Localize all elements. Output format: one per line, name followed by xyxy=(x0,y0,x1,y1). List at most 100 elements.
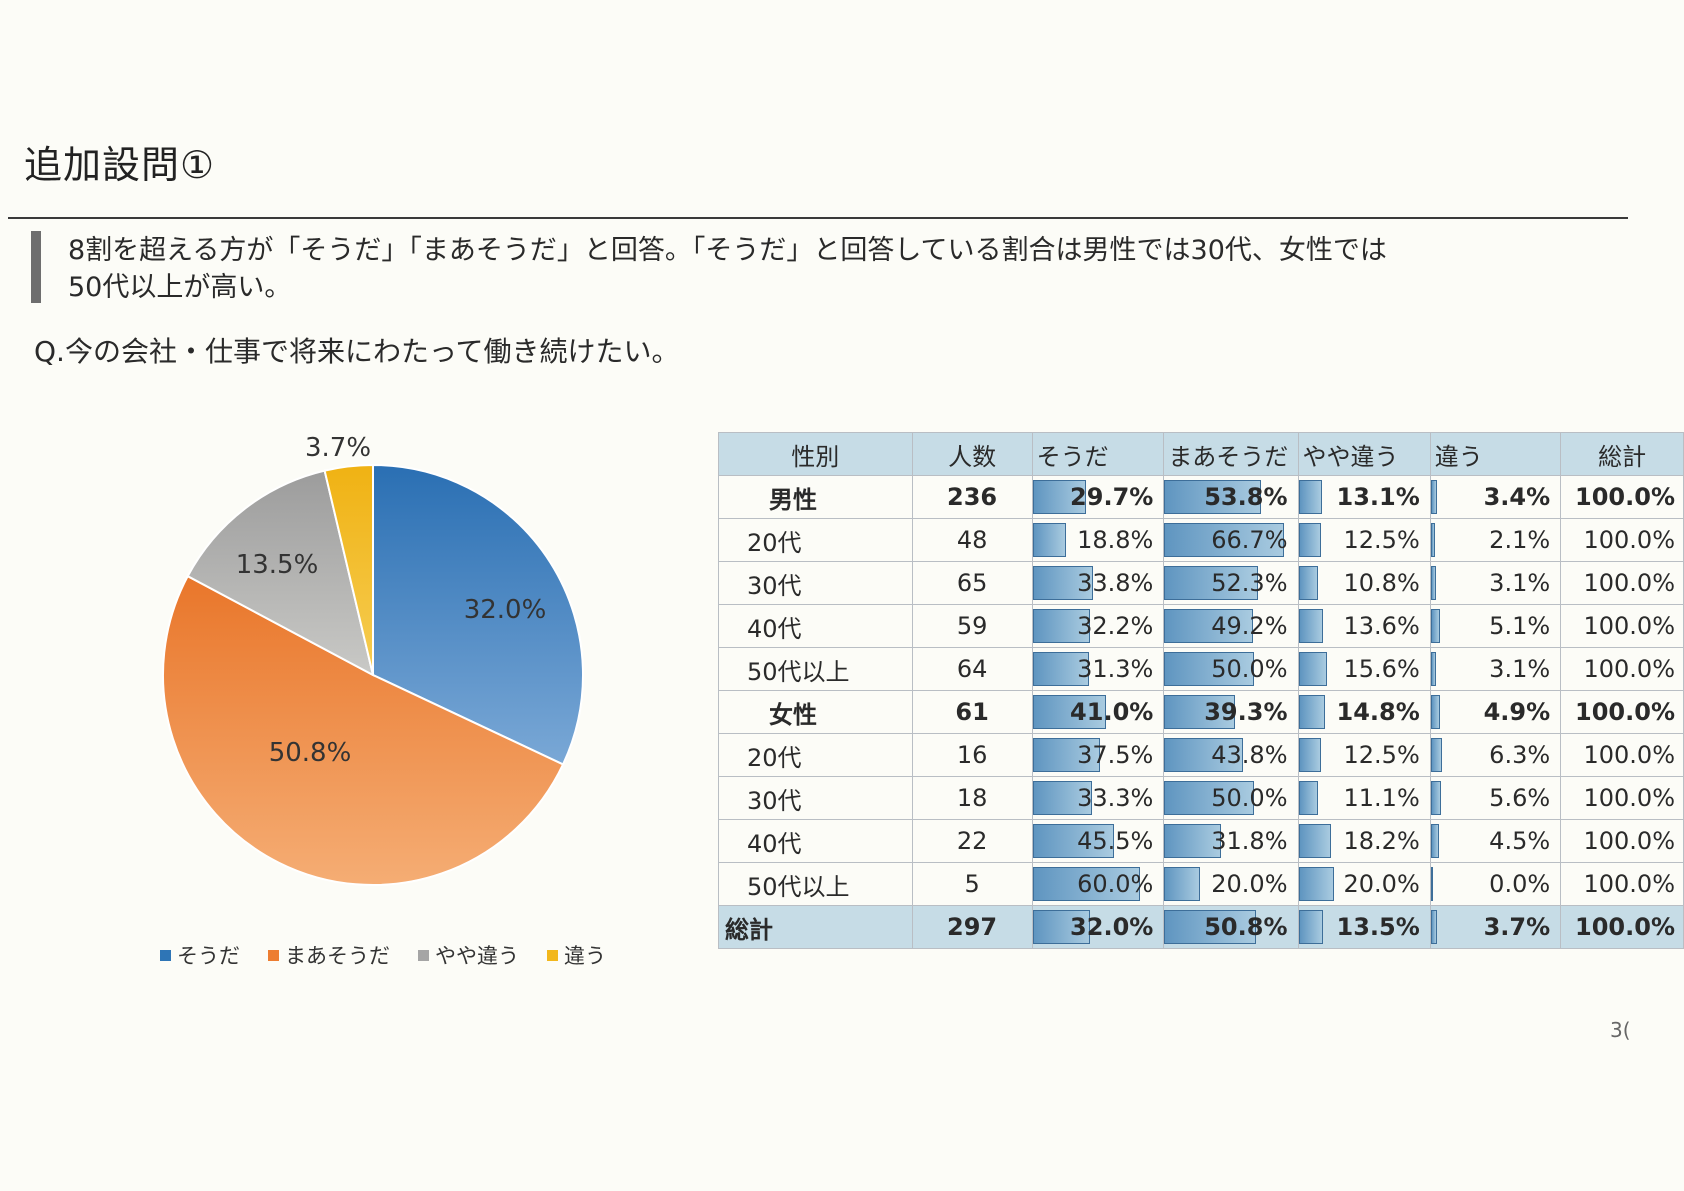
pct-cell: 20.0% xyxy=(1297,862,1431,906)
data-bar xyxy=(1164,566,1259,600)
pct-cell: 3.1% xyxy=(1429,647,1562,691)
pct-cell: 50.0% xyxy=(1163,647,1299,691)
row-total: 100.0% xyxy=(1560,690,1684,734)
pct-cell: 33.8% xyxy=(1031,561,1165,605)
data-bar xyxy=(1298,695,1326,729)
pct-cell: 43.8% xyxy=(1163,733,1299,777)
row-label: 40代 xyxy=(718,604,913,648)
pct-value: 12.5% xyxy=(1343,741,1420,769)
legend-label: やや違う xyxy=(435,944,519,968)
pct-value: 10.8% xyxy=(1343,569,1420,597)
legend-item-4: 違う xyxy=(547,940,606,970)
data-bar xyxy=(1164,609,1253,643)
pct-value: 33.8% xyxy=(1077,569,1154,597)
pct-value: 41.0% xyxy=(1070,698,1154,726)
data-bar xyxy=(1430,824,1439,858)
row-label: 総計 xyxy=(718,905,913,949)
pct-cell: 18.8% xyxy=(1031,518,1165,562)
pct-value: 13.5% xyxy=(1336,913,1420,941)
pie-slice-3 xyxy=(186,469,375,677)
table-header-cell: 違う xyxy=(1429,432,1562,476)
row-label: 50代以上 xyxy=(718,862,913,906)
pct-cell: 18.2% xyxy=(1297,819,1431,863)
pct-cell: 3.7% xyxy=(1429,905,1562,949)
table-header-cell: やや違う xyxy=(1297,432,1431,476)
summary-accent-bar xyxy=(31,231,41,303)
legend-swatch xyxy=(547,949,558,961)
pct-cell: 53.8% xyxy=(1163,475,1299,519)
pct-cell: 20.0% xyxy=(1163,862,1299,906)
pct-value: 14.8% xyxy=(1336,698,1420,726)
data-bar xyxy=(1430,652,1437,686)
pie-label-4: 3.7% xyxy=(305,433,371,463)
legend-label: そうだ xyxy=(177,944,240,968)
pct-value: 2.1% xyxy=(1489,526,1551,554)
table-header-cell: 総計 xyxy=(1560,432,1684,476)
table-row: 50代以上 5 60.0% 20.0% 20.0% 0.0% 100.0% xyxy=(718,862,1684,906)
table-row: 女性 61 41.0% 39.3% 14.8% 4.9% 100.0% xyxy=(718,690,1684,734)
pct-value: 3.1% xyxy=(1489,569,1551,597)
pct-value: 37.5% xyxy=(1077,741,1154,769)
table-row: 40代 22 45.5% 31.8% 18.2% 4.5% 100.0% xyxy=(718,819,1684,863)
page-title: 追加設問① xyxy=(24,143,216,187)
pct-cell: 12.5% xyxy=(1297,518,1431,562)
legend-label: まあそうだ xyxy=(285,944,390,968)
row-count: 61 xyxy=(911,690,1033,734)
pct-value: 13.6% xyxy=(1343,612,1420,640)
row-count: 297 xyxy=(911,905,1033,949)
table-header-cell: そうだ xyxy=(1031,432,1165,476)
legend-swatch xyxy=(160,949,171,961)
pct-value: 20.0% xyxy=(1343,870,1420,898)
pct-cell: 2.1% xyxy=(1429,518,1562,562)
row-label: 女性 xyxy=(718,690,913,734)
data-bar xyxy=(1298,609,1323,643)
pct-cell: 3.4% xyxy=(1429,475,1562,519)
pct-value: 43.8% xyxy=(1211,741,1288,769)
data-bar xyxy=(1164,910,1256,944)
pct-value: 52.3% xyxy=(1211,569,1288,597)
pct-cell: 37.5% xyxy=(1031,733,1165,777)
results-table: 性別 人数 そうだ まあそうだ やや違う 違う 総計 男性 236 29.7% 53.8% 13.1… xyxy=(718,432,1684,949)
row-total: 100.0% xyxy=(1560,776,1684,820)
row-label: 20代 xyxy=(718,518,913,562)
row-total: 100.0% xyxy=(1560,561,1684,605)
pct-cell: 66.7% xyxy=(1163,518,1299,562)
table-row: 20代 48 18.8% 66.7% 12.5% 2.1% 100.0% xyxy=(718,518,1684,562)
pie-slice-4 xyxy=(323,463,374,676)
chart-legend: そうだ まあそうだ やや違う 違う xyxy=(160,940,606,970)
data-bar xyxy=(1298,523,1321,557)
row-count: 64 xyxy=(911,647,1033,691)
summary-line-2: 50代以上が高い。 xyxy=(68,272,292,303)
data-bar xyxy=(1032,910,1091,944)
pct-value: 18.2% xyxy=(1343,827,1420,855)
pct-value: 12.5% xyxy=(1343,526,1420,554)
pct-value: 45.5% xyxy=(1077,827,1154,855)
pct-cell: 11.1% xyxy=(1297,776,1431,820)
data-bar xyxy=(1164,480,1262,514)
data-bar xyxy=(1164,781,1255,815)
row-label: 30代 xyxy=(718,561,913,605)
data-bar xyxy=(1430,566,1437,600)
data-bar xyxy=(1430,523,1435,557)
data-bar xyxy=(1164,695,1235,729)
pct-cell: 41.0% xyxy=(1031,690,1165,734)
data-bar xyxy=(1430,867,1433,901)
pct-cell: 32.0% xyxy=(1031,905,1165,949)
data-bar xyxy=(1298,867,1335,901)
pct-cell: 45.5% xyxy=(1031,819,1165,863)
data-bar xyxy=(1032,695,1107,729)
data-bar xyxy=(1164,523,1285,557)
pct-cell: 32.2% xyxy=(1031,604,1165,648)
row-total: 100.0% xyxy=(1560,733,1684,777)
data-bar xyxy=(1430,738,1443,772)
data-bar xyxy=(1298,781,1319,815)
row-total: 100.0% xyxy=(1560,647,1684,691)
pct-value: 50.8% xyxy=(1204,913,1288,941)
data-bar xyxy=(1430,480,1437,514)
data-bar xyxy=(1430,695,1440,729)
legend-swatch xyxy=(268,949,279,961)
page-number: 3( xyxy=(1610,1018,1631,1042)
row-total: 100.0% xyxy=(1560,905,1684,949)
row-label: 30代 xyxy=(718,776,913,820)
pct-cell: 50.0% xyxy=(1163,776,1299,820)
